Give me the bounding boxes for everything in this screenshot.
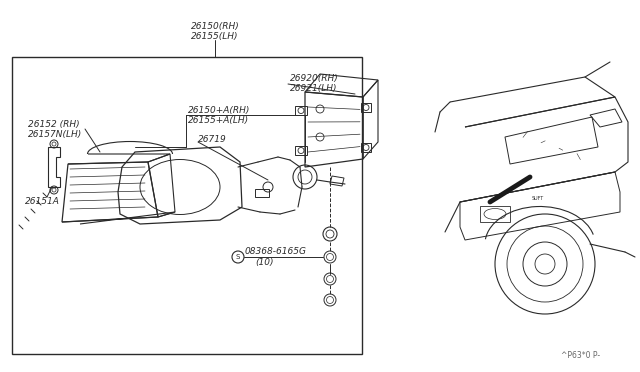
Text: 26155(LH): 26155(LH) (191, 32, 239, 42)
Text: 26921(LH): 26921(LH) (290, 84, 337, 93)
Text: (10): (10) (255, 257, 273, 266)
Bar (295, 106, 307, 115)
Text: 26920(RH): 26920(RH) (290, 74, 339, 83)
Bar (12, 57, 362, 354)
Bar (255, 189, 269, 197)
Bar (480, 206, 510, 222)
Text: S: S (236, 254, 240, 260)
Text: 26719: 26719 (198, 135, 227, 144)
Bar (295, 146, 307, 155)
Text: 08368-6165G: 08368-6165G (245, 247, 307, 257)
Text: 26157N(LH): 26157N(LH) (28, 129, 83, 138)
Text: 26151A: 26151A (25, 198, 60, 206)
Text: 26152 (RH): 26152 (RH) (28, 119, 79, 128)
Bar (361, 103, 371, 112)
Bar (361, 143, 371, 152)
Text: 26150+A(RH): 26150+A(RH) (188, 106, 250, 115)
Text: SUFT: SUFT (532, 196, 544, 202)
Text: ^P63*0 P-: ^P63*0 P- (561, 351, 600, 360)
Text: 26155+A(LH): 26155+A(LH) (188, 115, 249, 125)
Text: 26150(RH): 26150(RH) (191, 22, 239, 32)
